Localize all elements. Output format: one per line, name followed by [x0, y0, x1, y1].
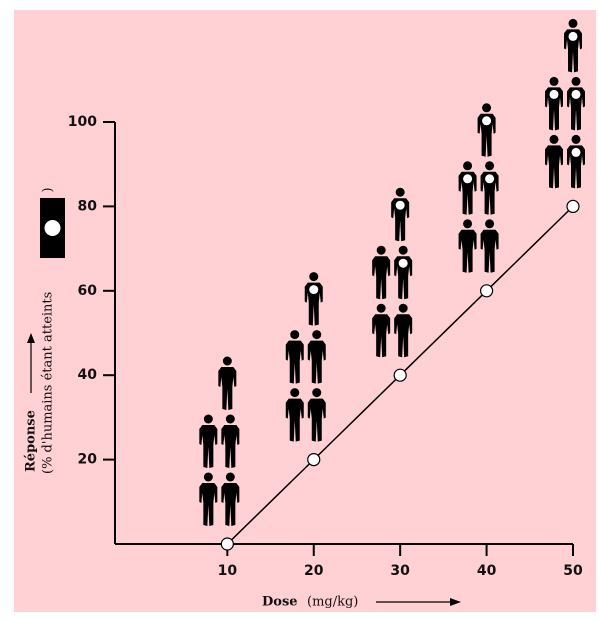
legend-dot [45, 220, 61, 236]
x-tick-label: 30 [390, 563, 410, 579]
point [394, 369, 406, 381]
y-tick-label: 80 [78, 198, 98, 214]
y-label-bold: Réponse [24, 410, 39, 472]
x-tick-label: 10 [218, 563, 238, 579]
y-tick-label: 40 [78, 367, 98, 383]
y-label-close: ) [41, 187, 56, 192]
point [481, 285, 493, 297]
x-tick-label: 50 [563, 563, 583, 579]
x-label-bold: Dose [262, 595, 298, 610]
y-tick-label: 20 [78, 452, 98, 468]
point [308, 454, 320, 466]
point [221, 538, 233, 550]
x-label: (mg/kg) [307, 595, 358, 610]
background [14, 10, 596, 612]
chart: Réponse (% d'humains étant atteints ) Do… [0, 0, 599, 619]
y-tick-label: 100 [68, 114, 97, 130]
x-tick-label: 40 [477, 563, 497, 579]
y-tick-label: 60 [78, 283, 98, 299]
y-label: (% d'humains étant atteints [41, 292, 56, 474]
point [567, 200, 579, 212]
x-tick-label: 20 [304, 563, 324, 579]
